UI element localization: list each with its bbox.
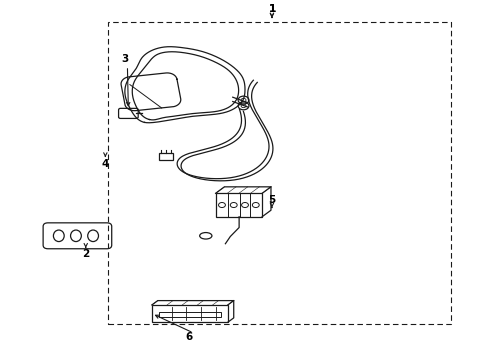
- Bar: [159, 312, 220, 316]
- Text: 1: 1: [269, 4, 275, 14]
- Bar: [216, 193, 262, 217]
- Text: 5: 5: [269, 195, 275, 205]
- Text: 2: 2: [82, 249, 89, 259]
- Bar: [152, 305, 228, 322]
- Bar: [108, 22, 451, 324]
- Text: 4: 4: [101, 159, 109, 169]
- Text: 1: 1: [269, 4, 275, 14]
- Text: 6: 6: [185, 332, 192, 342]
- Text: 3: 3: [122, 54, 128, 64]
